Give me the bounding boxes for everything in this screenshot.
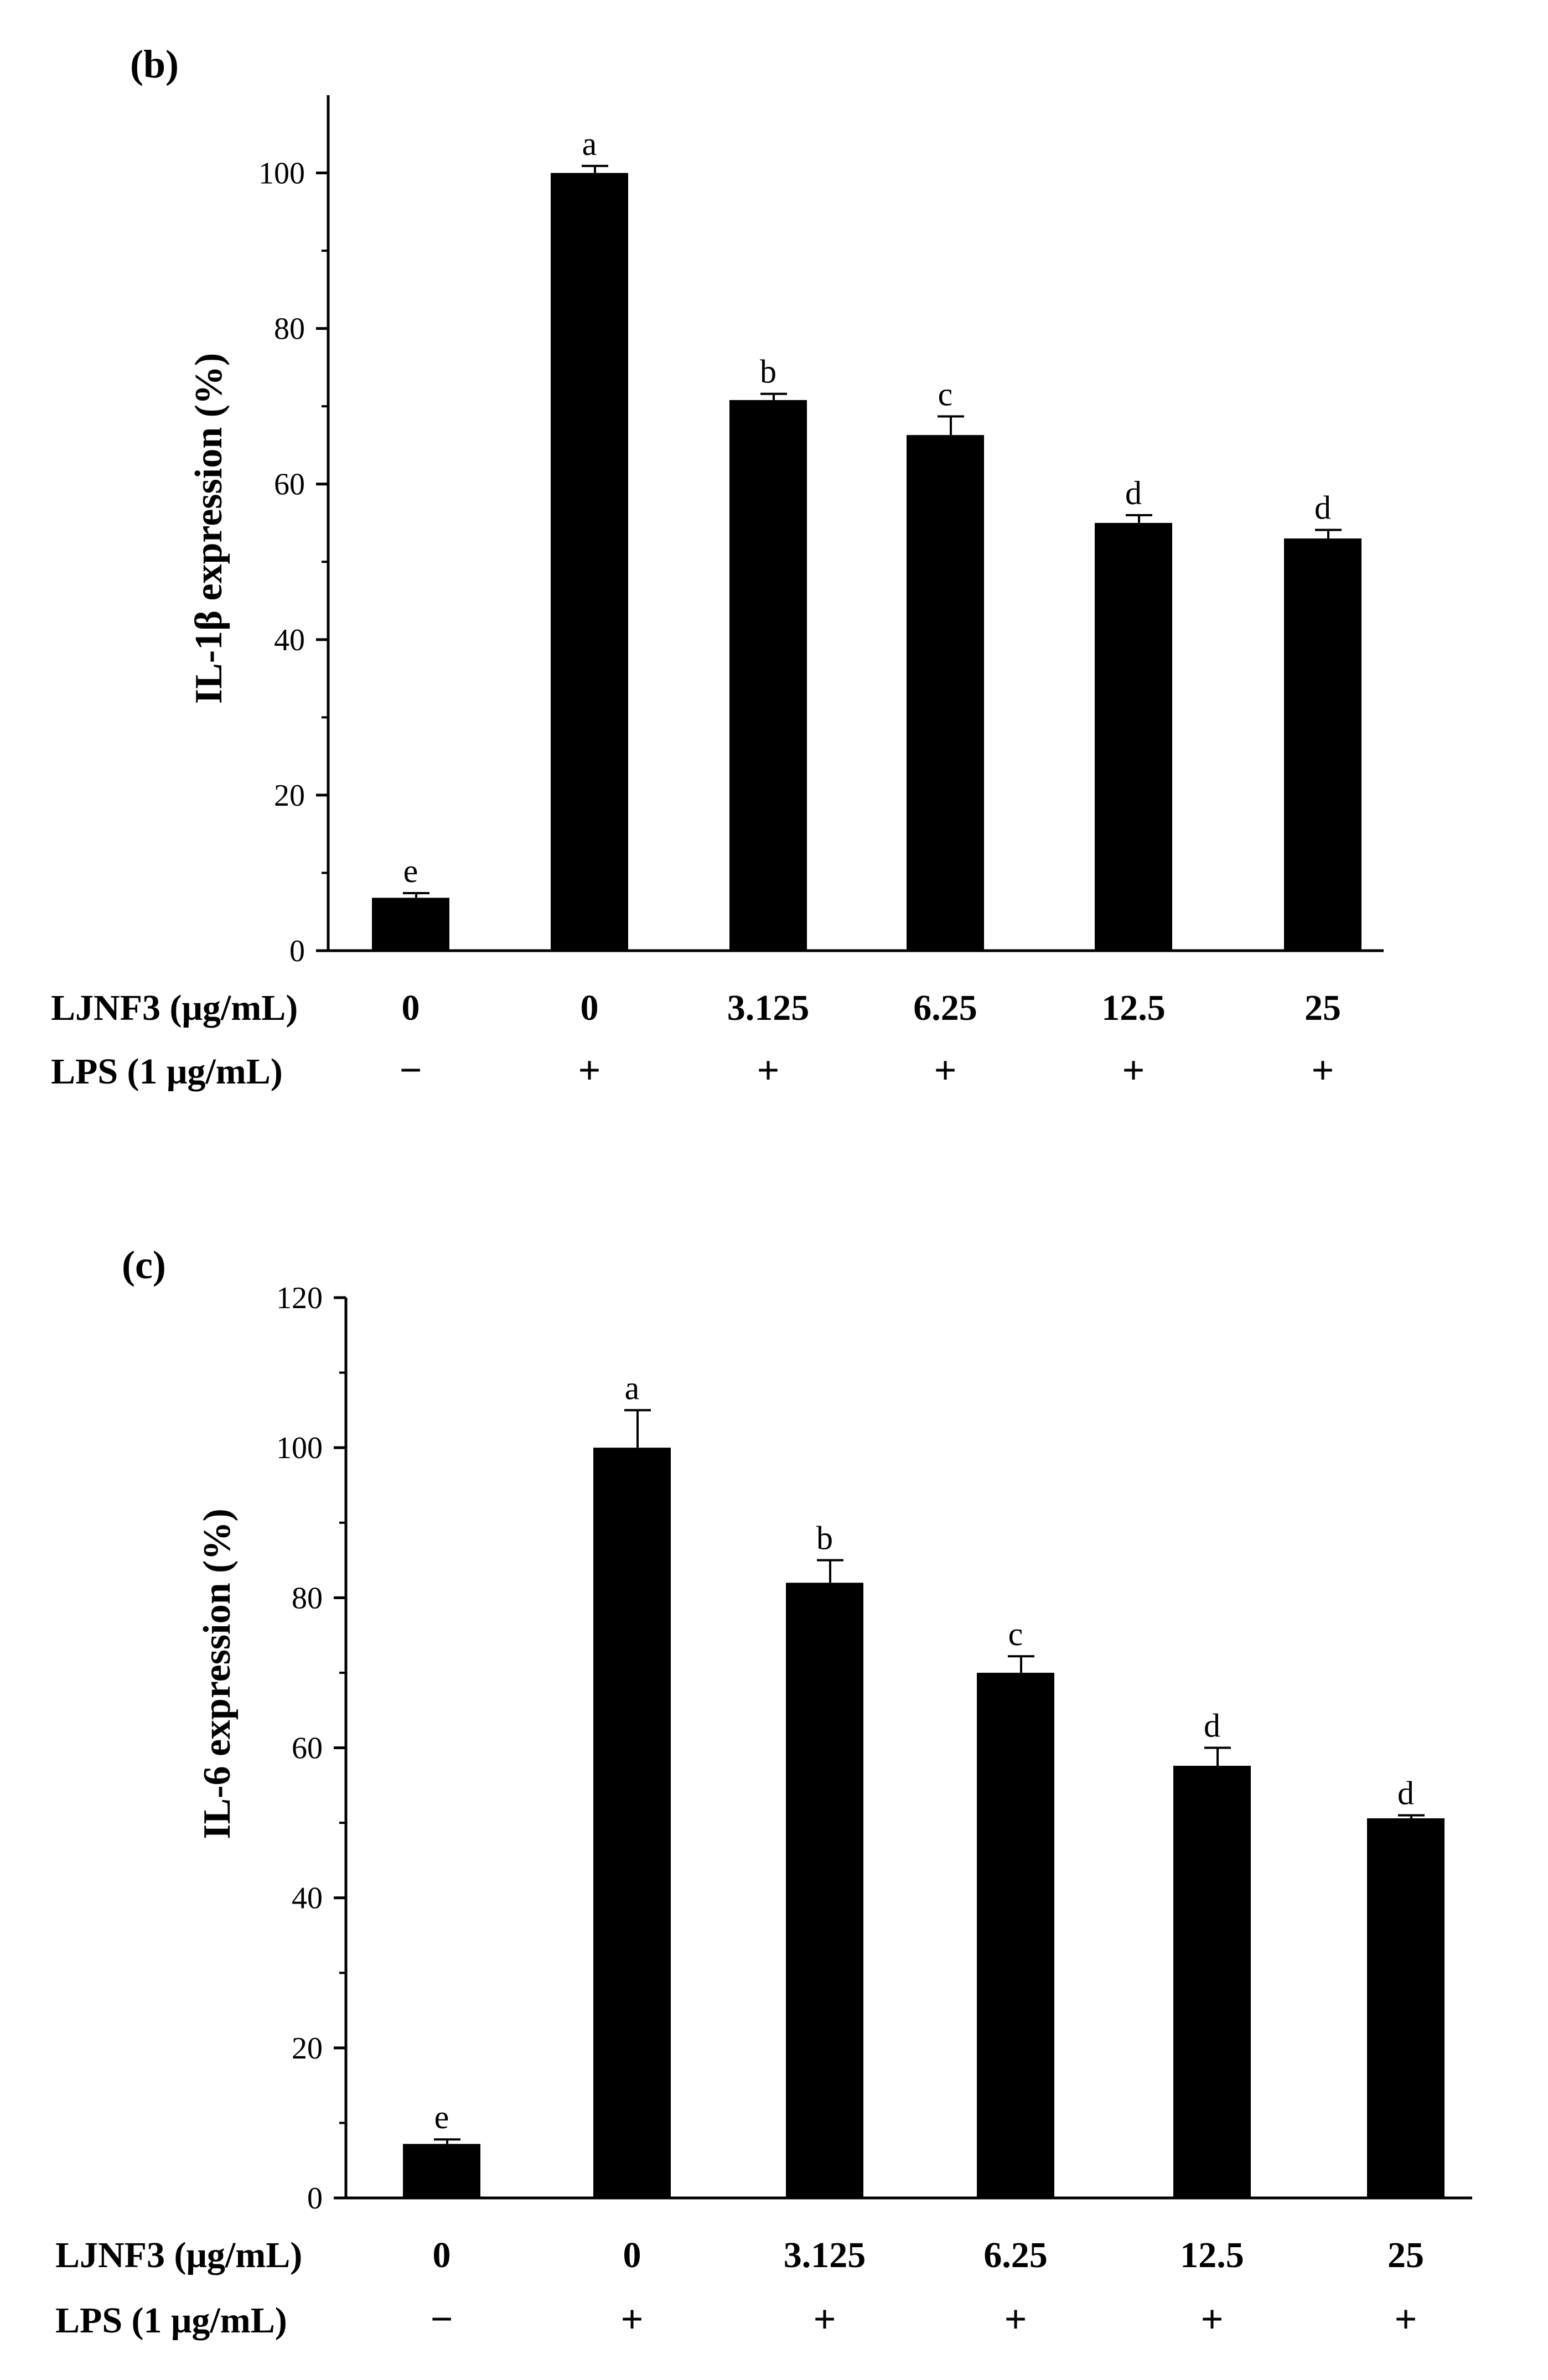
condition-rows: 0 − 0 +3.125 +6.25 +12.5 +25 + (430, 2235, 1424, 2341)
row-label-lps: LPS (1 μg/mL) (51, 1051, 283, 1092)
row-label-ljnf3: LJNF3 (μg/mL) (51, 988, 298, 1028)
lps-sign: + (1122, 1048, 1145, 1092)
bar (372, 898, 449, 951)
ljnf3-concentration: 0 (623, 2235, 641, 2275)
y-tick-label: 0 (307, 2181, 323, 2216)
ljnf3-concentration: 12.5 (1101, 988, 1166, 1028)
panel-label-b: (b) (130, 42, 179, 86)
y-axis-label: IL-6 expression (%) (196, 1508, 239, 1839)
chart-il1b: (b) IL-1β expression (%) 0 20 40 60 80 100 e a… (51, 42, 1384, 1092)
significance-letter: c (1008, 1616, 1023, 1652)
bar (786, 1583, 863, 2198)
significance-letter: e (403, 853, 418, 889)
significance-letter: c (938, 376, 953, 412)
ljnf3-concentration: 25 (1387, 2235, 1424, 2275)
y-tick-label: 100 (258, 157, 305, 191)
lps-sign: − (399, 1048, 422, 1092)
y-tick-label: 20 (292, 2031, 323, 2066)
y-tick-label: 100 (276, 1431, 323, 1465)
ljnf3-concentration: 3.125 (727, 988, 810, 1028)
lps-sign: + (578, 1048, 600, 1092)
bar (1095, 523, 1172, 951)
chart-il6: (c) IL-6 expression (%) 020406080100120 … (55, 1243, 1472, 2341)
bar (977, 1672, 1054, 2198)
bars: e a b c d d (372, 126, 1361, 951)
bar (593, 1448, 671, 2198)
condition-rows: 0 − 0 +3.125 +6.25 +12.5 +25 + (399, 988, 1341, 1092)
ljnf3-concentration: 3.125 (784, 2235, 866, 2275)
y-tick-label: 80 (292, 1581, 323, 1615)
lps-sign: + (1311, 1048, 1334, 1092)
y-ticks: 0 20 40 60 80 100 120 (276, 1281, 346, 2216)
y-tick-label: 40 (292, 1881, 323, 1916)
lps-sign: + (934, 1048, 956, 1092)
significance-letter: a (625, 1370, 640, 1406)
bar (1173, 1766, 1251, 2198)
y-tick-label: 60 (274, 468, 305, 502)
y-tick-label: 80 (274, 312, 305, 346)
significance-letter: d (1397, 1775, 1414, 1812)
y-tick-label: 60 (292, 1731, 323, 1766)
lps-sign: + (1394, 2297, 1417, 2341)
bar (907, 435, 984, 951)
bar (1284, 538, 1361, 951)
ljnf3-concentration: 0 (402, 988, 420, 1028)
ljnf3-concentration: 12.5 (1180, 2235, 1244, 2275)
bars: e a b c d d (403, 1370, 1445, 2198)
significance-letter: a (582, 126, 597, 162)
significance-letter: d (1125, 475, 1142, 511)
bar (1367, 1818, 1445, 2198)
ljnf3-concentration: 0 (581, 988, 599, 1028)
y-axis-label: IL-1β expression (%) (188, 353, 230, 704)
ljnf3-concentration: 6.25 (913, 988, 977, 1028)
row-label-lps: LPS (1 μg/mL) (55, 2300, 287, 2341)
lps-sign: + (813, 2297, 836, 2341)
lps-sign: + (1200, 2297, 1223, 2341)
ljnf3-concentration: 6.25 (983, 2235, 1048, 2275)
lps-sign: + (757, 1048, 779, 1092)
significance-letter: d (1204, 1708, 1220, 1744)
bar (403, 2144, 480, 2198)
significance-letter: b (816, 1520, 833, 1557)
significance-letter: b (760, 354, 776, 390)
lps-sign: + (620, 2297, 643, 2341)
y-ticks: 0 20 40 60 80 100 (258, 157, 328, 968)
row-label-ljnf3: LJNF3 (μg/mL) (55, 2235, 302, 2275)
y-tick-label: 120 (276, 1281, 323, 1315)
ljnf3-concentration: 0 (433, 2235, 451, 2275)
y-tick-label: 20 (274, 779, 305, 813)
lps-sign: − (430, 2297, 453, 2341)
y-tick-label: 40 (274, 623, 305, 657)
bar (729, 400, 807, 951)
y-tick-label: 0 (289, 934, 305, 968)
lps-sign: + (1004, 2297, 1027, 2341)
significance-letter: d (1314, 490, 1331, 526)
ljnf3-concentration: 25 (1304, 988, 1341, 1028)
bar (551, 173, 628, 951)
significance-letter: e (434, 2099, 449, 2135)
panel-label-c: (c) (122, 1243, 166, 1287)
